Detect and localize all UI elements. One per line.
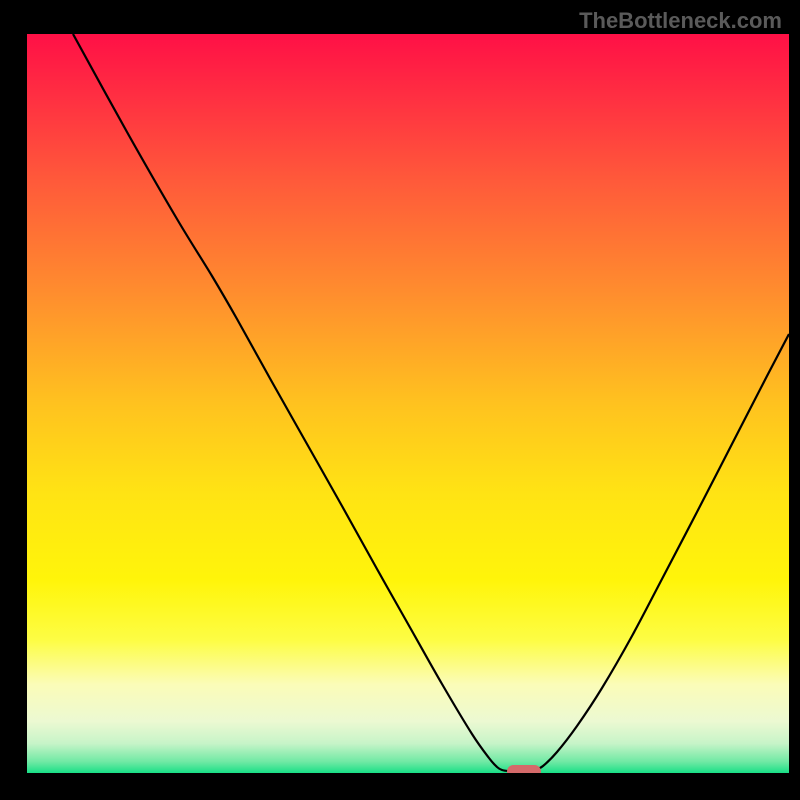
- plot-svg: [27, 34, 789, 773]
- watermark-text: TheBottleneck.com: [579, 8, 782, 34]
- optimum-marker: [507, 765, 541, 773]
- plot-area: [27, 34, 789, 773]
- gradient-background: [27, 34, 789, 773]
- chart-frame: TheBottleneck.com: [0, 0, 800, 800]
